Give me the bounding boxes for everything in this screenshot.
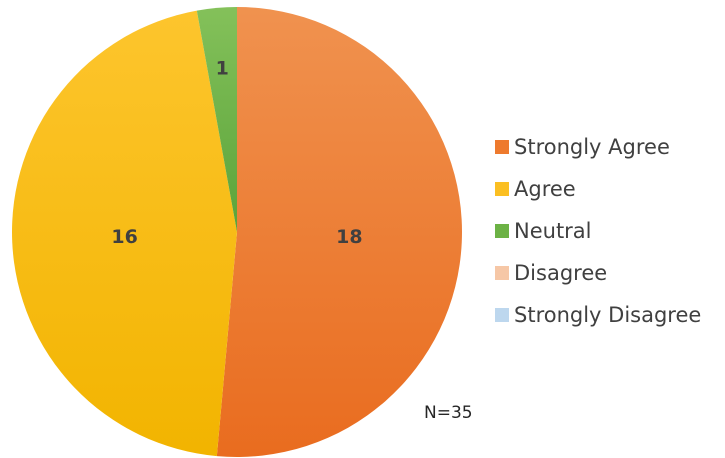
legend-swatch-strongly-agree bbox=[495, 140, 509, 154]
pie-slice-neutral bbox=[196, 7, 237, 232]
pie-slice-strongly-agree bbox=[216, 7, 463, 457]
legend-swatch-neutral bbox=[495, 224, 509, 238]
pie-slices bbox=[12, 7, 463, 457]
data-label-strongly-agree: 18 bbox=[336, 226, 362, 248]
legend-swatch-disagree bbox=[495, 266, 509, 280]
sample-size-note: N=35 bbox=[424, 403, 473, 423]
pie-data-labels: 18 16 1 bbox=[111, 57, 362, 248]
legend-label-agree: Agree bbox=[514, 177, 576, 201]
legend-swatch-strongly-disagree bbox=[495, 308, 509, 322]
legend-label-strongly-agree: Strongly Agree bbox=[514, 135, 670, 159]
legend-label-disagree: Disagree bbox=[514, 261, 607, 285]
data-label-agree: 16 bbox=[111, 226, 137, 248]
legend-swatch-agree bbox=[495, 182, 509, 196]
chart-legend: Strongly Agree Agree Neutral Disagree Strong… bbox=[495, 135, 701, 327]
pie-slice-agree bbox=[12, 10, 238, 457]
legend-label-neutral: Neutral bbox=[514, 219, 592, 243]
data-label-neutral: 1 bbox=[216, 57, 229, 79]
legend-label-strongly-disagree: Strongly Disagree bbox=[514, 303, 701, 327]
